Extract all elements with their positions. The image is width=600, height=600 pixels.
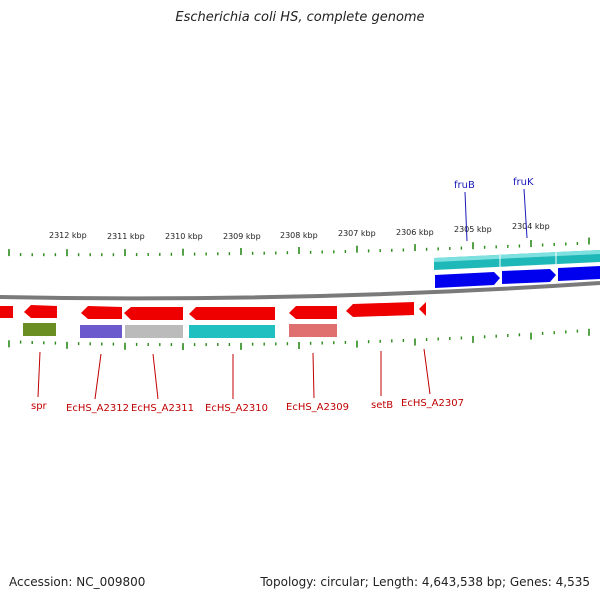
feature-block-a2310 (189, 325, 275, 338)
cds-arrow (419, 302, 426, 316)
gene-label-a2312: EcHS_A2312 (66, 403, 129, 414)
callout-line (423, 348, 431, 395)
cds-arrow (289, 306, 337, 319)
cds-arrow (346, 302, 414, 317)
genome-summary-text: Topology: circular; Length: 4,643,538 bp… (260, 575, 590, 589)
gene-labels-bottom: spr EcHS_A2312 EcHS_A2311 EcHS_A2310 EcH… (31, 398, 464, 414)
gene-label-a2309: EcHS_A2309 (286, 402, 349, 413)
gene-label-spr: spr (31, 401, 48, 412)
feature-block-spr (23, 323, 56, 336)
scale-label: 2306 kbp (396, 228, 434, 237)
scale-label: 2310 kbp (165, 232, 203, 241)
feature-block-a2309 (289, 324, 337, 337)
gene-label-frub: fruB (454, 180, 475, 191)
cds-arrow (435, 272, 500, 288)
callout-line (94, 353, 102, 400)
genome-backbone (0, 281, 600, 301)
forward-feature-band (434, 250, 600, 270)
gene-label-fruk: fruK (513, 177, 534, 188)
map-title: Escherichia coli HS, complete genome (175, 10, 425, 25)
gene-label-a2310: EcHS_A2310 (205, 403, 268, 414)
gene-label-a2311: EcHS_A2311 (131, 403, 194, 414)
scale-label: 2309 kbp (223, 232, 261, 241)
gene-callouts-top (464, 188, 528, 242)
cds-arrow (124, 307, 183, 320)
scale-label: 2304 kbp (512, 222, 550, 231)
cds-arrow (81, 306, 122, 319)
scale-labels: 2312 kbp 2311 kbp 2310 kbp 2309 kbp 2308… (49, 222, 550, 241)
cds-arrow (189, 307, 275, 320)
scale-label: 2305 kbp (454, 225, 492, 234)
callout-line (464, 191, 468, 242)
gene-labels-top: fruB fruK (454, 177, 534, 191)
scale-ticks-top (8, 237, 590, 257)
callout-line (37, 351, 41, 398)
scale-label: 2308 kbp (280, 231, 318, 240)
feature-block-a2311 (125, 325, 183, 338)
gene-label-a2307: EcHS_A2307 (401, 398, 464, 409)
callout-line (152, 353, 159, 400)
cds-arrow (0, 306, 13, 318)
forward-cds-band (435, 266, 600, 288)
cds-arrow (502, 269, 556, 284)
cds-arrow (558, 266, 600, 281)
scale-label: 2307 kbp (338, 229, 376, 238)
feature-block-a2312 (80, 325, 122, 338)
gene-callouts-bottom (37, 348, 431, 400)
reverse-cds-row (0, 302, 426, 320)
reverse-feature-row (23, 323, 337, 338)
callout-line (523, 188, 528, 239)
cds-arrow (24, 305, 57, 318)
accession-text: Accession: NC_009800 (9, 575, 146, 589)
gene-label-setb: setB (371, 400, 393, 411)
feature-highlight (434, 250, 600, 262)
scale-label: 2311 kbp (107, 232, 145, 241)
scale-ticks-bottom (8, 328, 590, 351)
callout-line (312, 352, 315, 399)
scale-label: 2312 kbp (49, 231, 87, 240)
